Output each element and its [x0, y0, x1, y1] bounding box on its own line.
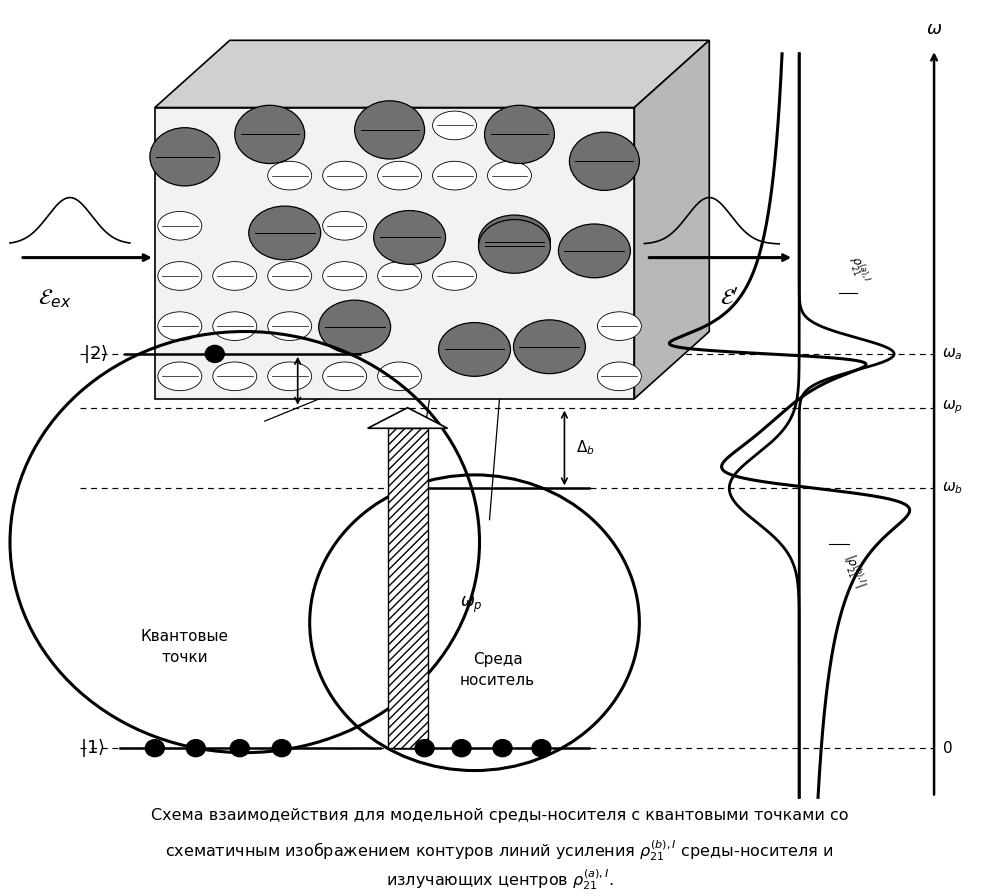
Text: $\mathcal{E}_{ex}$: $\mathcal{E}_{ex}$	[38, 287, 72, 310]
Circle shape	[186, 740, 206, 756]
Ellipse shape	[319, 300, 391, 354]
Ellipse shape	[158, 312, 202, 340]
Polygon shape	[155, 40, 709, 108]
Ellipse shape	[268, 312, 312, 340]
Polygon shape	[634, 40, 709, 399]
Text: $\Delta_a$: $\Delta_a$	[311, 372, 329, 390]
Text: $0$: $0$	[942, 740, 953, 756]
Ellipse shape	[213, 312, 257, 340]
Ellipse shape	[439, 323, 510, 376]
Text: Схема взаимодействия для модельной среды-носителя с квантовыми точками со: Схема взаимодействия для модельной среды…	[151, 808, 848, 823]
Ellipse shape	[433, 111, 477, 140]
Text: $|1\rangle$: $|1\rangle$	[80, 737, 105, 759]
Text: $\mathcal{E}'$: $\mathcal{E}'$	[720, 287, 738, 309]
Circle shape	[230, 740, 250, 756]
Ellipse shape	[378, 362, 422, 391]
Ellipse shape	[235, 105, 305, 163]
Ellipse shape	[513, 320, 585, 374]
Circle shape	[452, 740, 472, 756]
Ellipse shape	[158, 362, 202, 391]
Ellipse shape	[378, 161, 422, 190]
Ellipse shape	[323, 161, 367, 190]
Text: $|2\rangle$: $|2\rangle$	[83, 343, 108, 365]
Text: $\rho_{21}^{(a),I}$: $\rho_{21}^{(a),I}$	[845, 254, 873, 287]
Text: Квантовые
точки: Квантовые точки	[141, 629, 229, 665]
Circle shape	[146, 740, 164, 756]
Ellipse shape	[323, 211, 367, 240]
Text: $\omega$: $\omega$	[926, 20, 942, 38]
Ellipse shape	[558, 224, 630, 278]
Ellipse shape	[323, 262, 367, 290]
Ellipse shape	[158, 262, 202, 290]
Ellipse shape	[433, 262, 477, 290]
Circle shape	[272, 740, 292, 756]
Ellipse shape	[569, 132, 639, 190]
Ellipse shape	[433, 161, 477, 190]
Circle shape	[416, 740, 434, 756]
Ellipse shape	[488, 161, 531, 190]
Text: излучающих центров $\rho_{21}^{(a),I}$.: излучающих центров $\rho_{21}^{(a),I}$.	[386, 867, 613, 892]
Text: $\omega_p$: $\omega_p$	[942, 399, 963, 417]
Ellipse shape	[597, 312, 641, 340]
Ellipse shape	[268, 262, 312, 290]
Ellipse shape	[249, 206, 321, 260]
Text: $\omega_p$: $\omega_p$	[460, 595, 483, 615]
Ellipse shape	[378, 262, 422, 290]
Circle shape	[494, 740, 511, 756]
Ellipse shape	[479, 220, 550, 273]
Circle shape	[532, 740, 551, 756]
Ellipse shape	[485, 105, 554, 163]
Ellipse shape	[150, 127, 220, 186]
Ellipse shape	[213, 262, 257, 290]
Ellipse shape	[323, 362, 367, 391]
Ellipse shape	[374, 211, 446, 264]
Text: $\omega_b$: $\omega_b$	[942, 480, 963, 496]
Ellipse shape	[268, 362, 312, 391]
Ellipse shape	[268, 161, 312, 190]
Ellipse shape	[597, 362, 641, 391]
Text: $\Delta_b$: $\Delta_b$	[576, 439, 595, 457]
Ellipse shape	[213, 362, 257, 391]
Text: $\omega_a$: $\omega_a$	[942, 346, 963, 362]
Text: схематичным изображением контуров линий усиления $\rho_{21}^{(b),I}$ среды-носит: схематичным изображением контуров линий …	[165, 838, 834, 863]
Bar	[388, 428, 428, 748]
Text: Среда
носитель: Среда носитель	[460, 652, 535, 688]
Polygon shape	[368, 408, 448, 428]
Ellipse shape	[355, 101, 425, 159]
Circle shape	[206, 345, 224, 363]
Polygon shape	[155, 108, 634, 399]
Ellipse shape	[479, 215, 550, 269]
Text: $|\rho_{21}^{(b),I}|$: $|\rho_{21}^{(b),I}|$	[839, 551, 869, 590]
Ellipse shape	[158, 211, 202, 240]
